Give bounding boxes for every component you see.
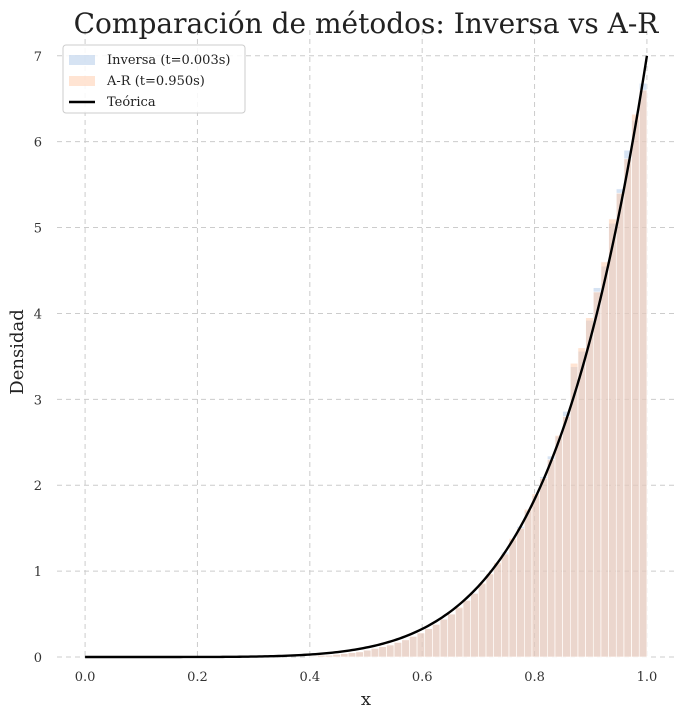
- bar-ar-29: [531, 493, 540, 658]
- bar-ar-21: [470, 593, 479, 658]
- y-tick-label-4: 4: [34, 307, 42, 322]
- x-axis-label: x: [361, 689, 371, 710]
- bar-ar-4: [340, 653, 349, 658]
- bar-ar-41: [623, 158, 632, 658]
- y-tick-label-6: 6: [34, 136, 42, 151]
- x-tick-label-1: 0.2: [187, 670, 208, 685]
- bar-ar-18: [447, 613, 456, 658]
- y-tick-label-5: 5: [34, 222, 42, 237]
- y-tick-label-3: 3: [34, 393, 42, 408]
- legend-label-ar: A-R (t=0.950s): [106, 74, 205, 89]
- bar-ar-40: [615, 192, 625, 658]
- y-tick-label-0: 0: [34, 651, 42, 666]
- x-tick-label-3: 0.6: [412, 670, 433, 685]
- bar-ar-5: [347, 652, 357, 658]
- legend-swatch-ar: [69, 76, 95, 86]
- bar-ar-33: [562, 416, 571, 658]
- bar-ar-20: [462, 600, 472, 658]
- x-tick-label-0: 0.0: [75, 670, 96, 685]
- x-tick-label-4: 0.8: [524, 670, 545, 685]
- bar-ar-2: [324, 654, 334, 658]
- bar-ar-37: [592, 291, 602, 658]
- bar-ar-39: [608, 218, 617, 658]
- theoretical-curve: [85, 55, 649, 659]
- bar-ar-24: [493, 562, 502, 658]
- y-tick-label-1: 1: [34, 565, 42, 580]
- bar-ar-28: [524, 508, 533, 658]
- bar-ar-3: [332, 654, 341, 658]
- bar-ar-8: [370, 648, 380, 658]
- y-tick-label-2: 2: [34, 479, 42, 494]
- bar-ar-11: [393, 642, 403, 658]
- bar-ar-0: [309, 655, 318, 658]
- y-axis-label: Densidad: [7, 309, 28, 394]
- tick-labels: 0.0 0.2 0.4 0.6 0.8 1.0 0 1 2 3 4 5 6 7: [34, 50, 658, 685]
- legend-frame: [62, 44, 246, 114]
- bar-ar-22: [478, 582, 487, 658]
- histogram-bars: [309, 82, 648, 658]
- bar-ar-12: [401, 639, 410, 658]
- bar-ar-42: [631, 113, 640, 658]
- chart-title: Comparación de métodos: Inversa vs A-R: [74, 7, 660, 40]
- x-tick-label-2: 0.4: [299, 670, 320, 685]
- bar-ar-14: [416, 632, 426, 658]
- bar-ar-31: [547, 459, 556, 658]
- bar-ar-6: [355, 651, 364, 658]
- bar-ar-7: [363, 649, 372, 658]
- legend-swatch-inversa: [69, 55, 95, 65]
- bar-ar-23: [485, 573, 494, 658]
- legend-label-teorica: Teórica: [107, 95, 156, 110]
- bar-ar-35: [577, 347, 586, 658]
- bar-ar-1: [317, 654, 326, 658]
- y-tick-label-7: 7: [34, 50, 42, 65]
- bar-ar-19: [455, 606, 464, 658]
- legend: Inversa (t=0.003s) A-R (t=0.950s) Teóric…: [62, 44, 246, 114]
- bar-ar-27: [516, 527, 525, 658]
- bar-ar-13: [409, 636, 418, 658]
- bar-ar-16: [432, 624, 441, 658]
- bar-ar-32: [554, 435, 563, 658]
- bar-ar-26: [508, 538, 517, 658]
- bar-ar-25: [501, 553, 510, 658]
- bar-ar-9: [378, 646, 387, 658]
- x-tick-label-5: 1.0: [637, 670, 658, 685]
- bar-ar-43: [638, 89, 648, 658]
- bar-ar-38: [600, 261, 609, 658]
- bar-ar-15: [424, 628, 433, 658]
- bar-ar-36: [585, 317, 594, 658]
- bar-ar-10: [386, 644, 395, 658]
- bar-ar-30: [539, 478, 548, 658]
- bar-ar-17: [439, 618, 449, 658]
- legend-label-inversa: Inversa (t=0.003s): [107, 53, 230, 68]
